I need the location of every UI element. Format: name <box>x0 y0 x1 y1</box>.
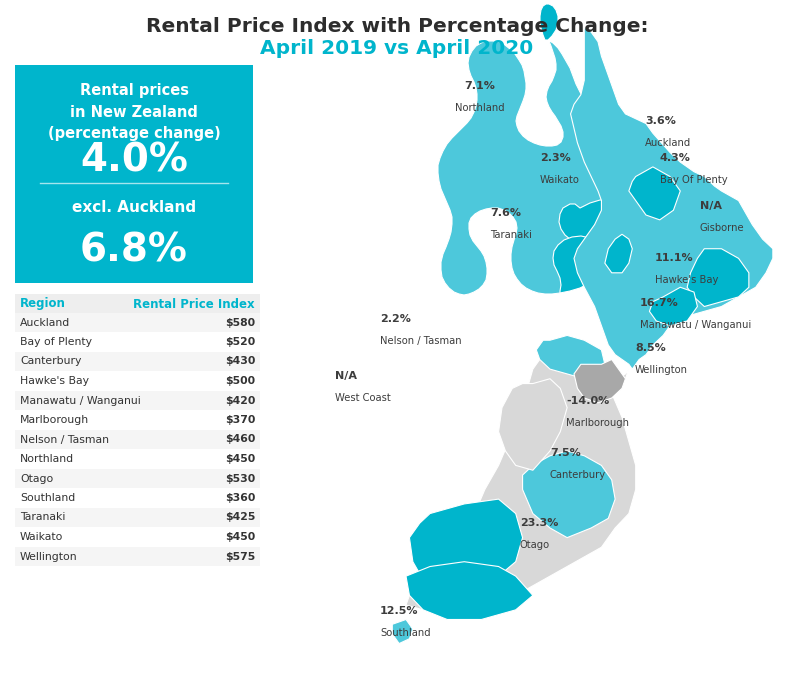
Text: Manawatu / Wanganui: Manawatu / Wanganui <box>640 320 751 330</box>
Polygon shape <box>629 167 680 220</box>
Polygon shape <box>605 235 632 273</box>
FancyBboxPatch shape <box>15 313 260 332</box>
Polygon shape <box>553 236 607 293</box>
Text: Auckland: Auckland <box>645 138 692 148</box>
Text: $460: $460 <box>225 434 255 445</box>
FancyBboxPatch shape <box>15 352 260 371</box>
Text: Waikato: Waikato <box>20 532 64 542</box>
Text: $360: $360 <box>225 493 255 503</box>
Text: excl. Auckland: excl. Auckland <box>72 200 196 214</box>
Polygon shape <box>438 40 630 295</box>
Text: $575: $575 <box>225 551 255 561</box>
Text: 16.7%: 16.7% <box>640 298 679 308</box>
Text: 23.3%: 23.3% <box>520 518 558 528</box>
FancyBboxPatch shape <box>15 547 260 566</box>
Text: 7.1%: 7.1% <box>464 81 495 91</box>
Text: Southland: Southland <box>380 628 430 638</box>
Polygon shape <box>559 200 623 244</box>
Text: Otago: Otago <box>520 540 550 550</box>
Text: Wellington: Wellington <box>635 365 688 375</box>
Polygon shape <box>392 620 413 644</box>
Text: Otago: Otago <box>20 473 53 484</box>
Text: Bay of Plenty: Bay of Plenty <box>20 337 92 347</box>
Text: Nelson / Tasman: Nelson / Tasman <box>380 336 461 346</box>
Text: Rental Price Index: Rental Price Index <box>133 297 255 311</box>
Polygon shape <box>536 336 605 379</box>
Polygon shape <box>687 248 749 306</box>
Text: Northland: Northland <box>455 103 505 113</box>
Text: Gisborne: Gisborne <box>700 223 745 233</box>
FancyBboxPatch shape <box>15 294 260 314</box>
FancyBboxPatch shape <box>15 468 260 488</box>
Text: Rental Price Index with Percentage Change:: Rental Price Index with Percentage Chang… <box>146 17 648 36</box>
Text: Hawke's Bay: Hawke's Bay <box>20 376 89 386</box>
Text: $580: $580 <box>225 318 255 327</box>
Text: Canterbury: Canterbury <box>20 357 81 366</box>
Text: Wellington: Wellington <box>20 551 78 561</box>
Polygon shape <box>499 379 567 470</box>
Polygon shape <box>540 4 558 40</box>
Text: Auckland: Auckland <box>20 318 70 327</box>
Text: $530: $530 <box>225 473 255 484</box>
Polygon shape <box>522 451 615 537</box>
Text: Waikato: Waikato <box>540 175 580 185</box>
Text: 7.5%: 7.5% <box>550 448 580 458</box>
Text: Hawke's Bay: Hawke's Bay <box>655 275 719 285</box>
Polygon shape <box>574 359 626 403</box>
Text: Marlborough: Marlborough <box>20 415 89 425</box>
Text: -14.0%: -14.0% <box>566 396 609 406</box>
Text: 4.3%: 4.3% <box>660 153 691 163</box>
Text: $425: $425 <box>225 512 255 523</box>
Text: 2.3%: 2.3% <box>540 153 571 163</box>
Polygon shape <box>410 499 522 595</box>
Polygon shape <box>406 562 533 620</box>
Text: $420: $420 <box>225 396 255 406</box>
Text: 4.0%: 4.0% <box>80 141 188 179</box>
Text: Taranaki: Taranaki <box>490 230 532 240</box>
Text: $430: $430 <box>225 357 255 366</box>
Text: $450: $450 <box>225 532 255 542</box>
Text: Taranaki: Taranaki <box>20 512 65 523</box>
Text: 8.5%: 8.5% <box>635 343 665 353</box>
Text: N/A: N/A <box>700 201 722 211</box>
Text: Marlborough: Marlborough <box>566 418 629 428</box>
Text: 3.6%: 3.6% <box>645 116 676 126</box>
Polygon shape <box>571 27 773 369</box>
Text: April 2019 vs April 2020: April 2019 vs April 2020 <box>260 38 534 57</box>
Polygon shape <box>406 340 636 620</box>
Text: Northland: Northland <box>20 454 74 464</box>
FancyBboxPatch shape <box>15 390 260 410</box>
FancyBboxPatch shape <box>15 65 253 283</box>
Polygon shape <box>649 288 697 326</box>
Text: Southland: Southland <box>20 493 75 503</box>
Text: Region: Region <box>20 297 66 311</box>
Text: $520: $520 <box>225 337 255 347</box>
FancyBboxPatch shape <box>15 507 260 527</box>
Text: 6.8%: 6.8% <box>80 231 188 269</box>
Text: Nelson / Tasman: Nelson / Tasman <box>20 434 109 445</box>
FancyBboxPatch shape <box>15 429 260 449</box>
Text: 11.1%: 11.1% <box>655 253 694 263</box>
Text: $450: $450 <box>225 454 255 464</box>
Text: West Coast: West Coast <box>335 393 391 403</box>
Text: N/A: N/A <box>335 371 357 381</box>
Text: 7.6%: 7.6% <box>490 208 521 218</box>
Text: 2.2%: 2.2% <box>380 314 410 324</box>
Text: Rental prices
in New Zealand
(percentage change): Rental prices in New Zealand (percentage… <box>48 83 221 141</box>
Text: $370: $370 <box>225 415 255 425</box>
Text: Manawatu / Wanganui: Manawatu / Wanganui <box>20 396 141 406</box>
Text: $500: $500 <box>225 376 255 386</box>
Text: Bay Of Plenty: Bay Of Plenty <box>660 175 727 185</box>
Text: Canterbury: Canterbury <box>550 470 606 480</box>
Text: 12.5%: 12.5% <box>380 606 418 616</box>
